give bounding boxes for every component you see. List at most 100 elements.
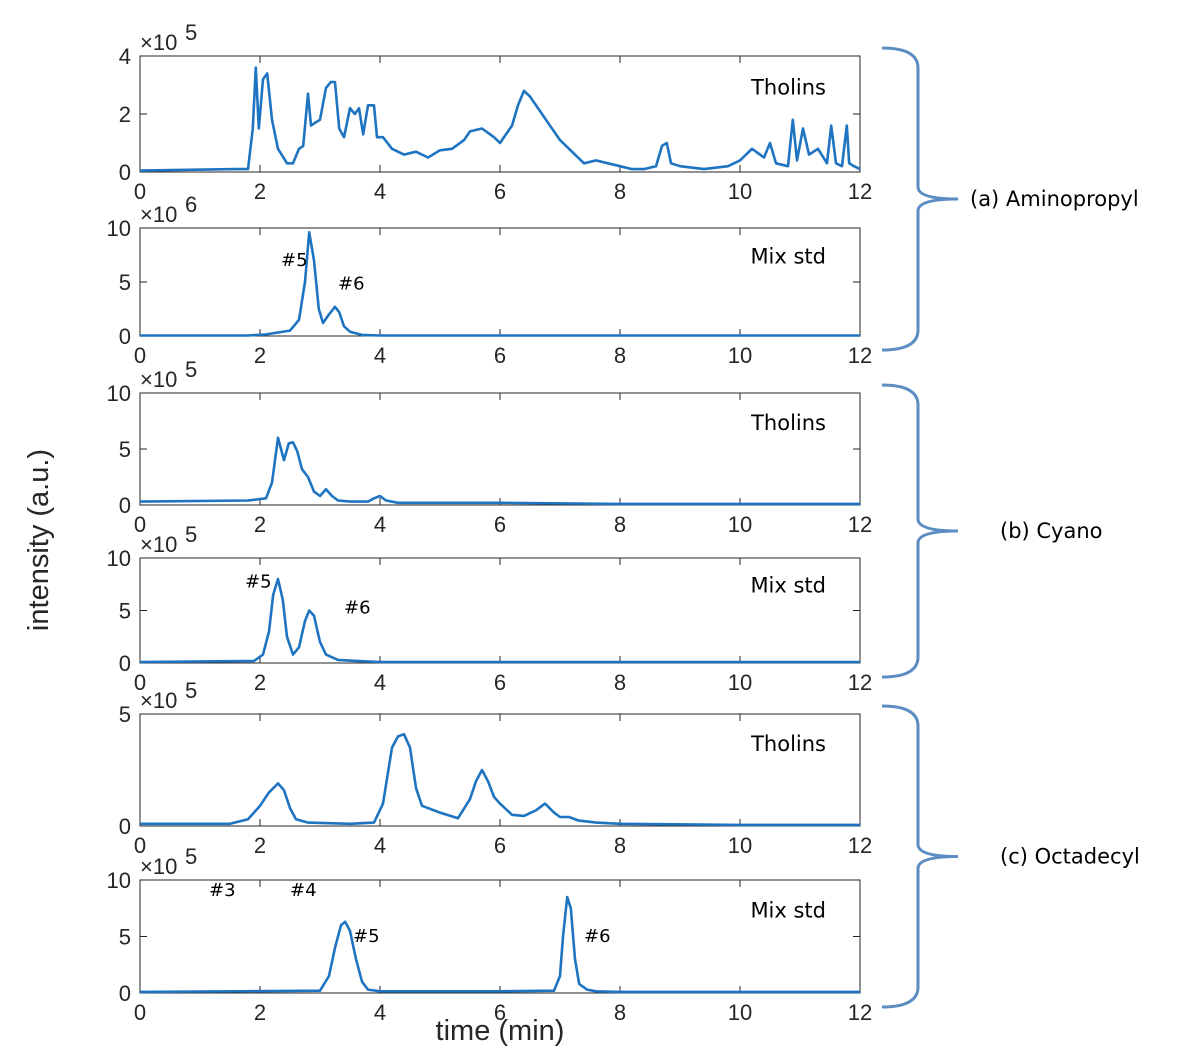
- x-tick-label: 4: [374, 512, 386, 537]
- x-tick-label: 4: [374, 833, 386, 858]
- x-tick-label: 12: [848, 512, 872, 537]
- y-tick-label: 5: [119, 702, 131, 727]
- x-tick-label: 12: [848, 179, 872, 204]
- y-multiplier-exponent: 5: [185, 20, 197, 45]
- x-tick-label: 0: [134, 179, 146, 204]
- x-axis-title: time (min): [436, 1015, 565, 1047]
- x-tick-label: 10: [728, 512, 752, 537]
- peak-label: #4: [290, 880, 317, 901]
- series-line: [139, 66, 861, 172]
- x-tick-label: 6: [494, 179, 506, 204]
- x-tick-label: 10: [728, 179, 752, 204]
- x-tick-label: 4: [374, 343, 386, 368]
- x-tick-label: 2: [254, 179, 266, 204]
- panel-label: Mix std: [750, 574, 826, 598]
- axes-box: [139, 879, 861, 994]
- x-tick-label: 8: [614, 179, 626, 204]
- y-multiplier-exponent: 6: [185, 192, 197, 217]
- y-multiplier: ×10: [140, 854, 177, 879]
- y-axis-title: intensity (a.u.): [23, 449, 55, 631]
- y-tick-label: 0: [119, 493, 131, 518]
- x-tick-label: 8: [614, 1000, 626, 1025]
- y-multiplier-exponent: 5: [185, 522, 197, 547]
- y-multiplier: ×10: [140, 367, 177, 392]
- x-tick-label: 4: [374, 670, 386, 695]
- y-tick-label: 10: [107, 868, 131, 893]
- y-tick-label: 4: [119, 44, 131, 69]
- x-tick-label: 2: [254, 833, 266, 858]
- x-tick-label: 6: [494, 833, 506, 858]
- axes-box: [139, 713, 861, 827]
- panel-label: Tholins: [750, 411, 826, 435]
- x-tick-label: 6: [494, 670, 506, 695]
- y-tick-label: 0: [119, 160, 131, 185]
- group-bracket: [881, 46, 959, 352]
- axes-box: [139, 392, 861, 506]
- x-tick-label: 6: [494, 512, 506, 537]
- group-label: (c) Octadecyl: [1000, 845, 1140, 869]
- x-tick-label: 0: [134, 1000, 146, 1025]
- group-bracket: [881, 383, 959, 679]
- y-tick-label: 0: [119, 651, 131, 676]
- y-tick-label: 5: [119, 437, 131, 462]
- panel-label: Tholins: [750, 732, 826, 756]
- x-tick-label: 2: [254, 512, 266, 537]
- x-tick-label: 6: [494, 1000, 506, 1025]
- group-label: (a) Aminopropyl: [970, 187, 1139, 211]
- series-line: [140, 732, 860, 827]
- group-label: (b) Cyano: [1000, 519, 1103, 543]
- group-bracket: [881, 704, 959, 1009]
- peak-label: #5: [281, 250, 308, 271]
- y-tick-label: 10: [107, 546, 131, 571]
- x-tick-label: 10: [728, 343, 752, 368]
- x-tick-label: 0: [134, 512, 146, 537]
- x-tick-label: 0: [134, 670, 146, 695]
- y-tick-label: 0: [119, 981, 131, 1006]
- x-tick-label: 10: [728, 670, 752, 695]
- x-tick-label: 2: [254, 343, 266, 368]
- x-tick-label: 12: [848, 1000, 872, 1025]
- series-line: [140, 231, 860, 337]
- peak-label: #3: [209, 880, 236, 901]
- x-tick-label: 8: [614, 512, 626, 537]
- y-tick-label: 2: [119, 102, 131, 127]
- y-multiplier: ×10: [140, 532, 177, 557]
- y-tick-label: 5: [119, 925, 131, 950]
- y-tick-label: 0: [119, 324, 131, 349]
- peak-label: #6: [338, 274, 365, 295]
- y-multiplier-exponent: 5: [185, 844, 197, 869]
- x-tick-label: 2: [254, 1000, 266, 1025]
- panel-label: Mix std: [750, 245, 826, 269]
- y-multiplier: ×10: [140, 30, 177, 55]
- x-tick-label: 12: [848, 833, 872, 858]
- peak-label: #6: [344, 598, 371, 619]
- y-multiplier: ×10: [140, 688, 177, 713]
- peak-label: #5: [353, 926, 380, 947]
- series-line: [139, 895, 860, 994]
- x-tick-label: 8: [614, 833, 626, 858]
- x-tick-label: 10: [728, 1000, 752, 1025]
- x-tick-label: 12: [848, 670, 872, 695]
- x-tick-label: 6: [494, 343, 506, 368]
- y-multiplier-exponent: 5: [185, 678, 197, 703]
- x-tick-label: 10: [728, 833, 752, 858]
- y-multiplier: ×10: [140, 202, 177, 227]
- x-tick-label: 4: [374, 1000, 386, 1025]
- x-tick-label: 0: [134, 833, 146, 858]
- y-multiplier-exponent: 5: [185, 357, 197, 382]
- panel-label: Mix std: [750, 898, 826, 922]
- x-tick-label: 12: [848, 343, 872, 368]
- x-tick-label: 0: [134, 343, 146, 368]
- series-line: [139, 577, 860, 664]
- y-tick-label: 10: [107, 216, 131, 241]
- x-tick-label: 8: [614, 343, 626, 368]
- peak-label: #6: [584, 926, 611, 947]
- x-tick-label: 2: [254, 670, 266, 695]
- axes-box: [139, 55, 861, 173]
- x-tick-label: 4: [374, 179, 386, 204]
- y-tick-label: 5: [119, 270, 131, 295]
- x-tick-label: 8: [614, 670, 626, 695]
- y-tick-label: 5: [119, 599, 131, 624]
- y-tick-label: 0: [119, 814, 131, 839]
